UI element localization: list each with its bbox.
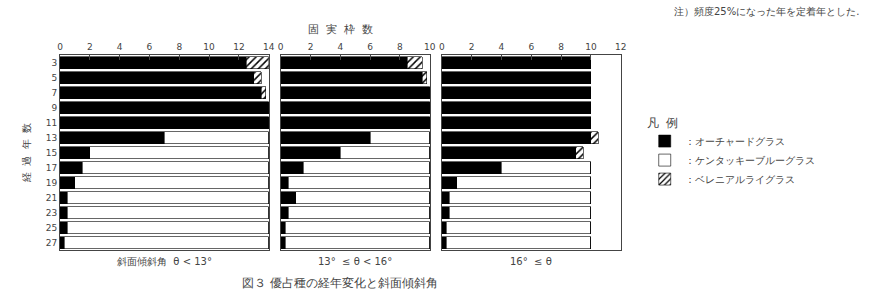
svg-text:2: 2 <box>308 42 314 52</box>
svg-text:5: 5 <box>51 73 57 83</box>
svg-text:斜面傾斜角 θ < 13°: 斜面傾斜角 θ < 13° <box>117 256 212 267</box>
svg-text:経 過 年 数: 経 過 年 数 <box>21 123 32 183</box>
svg-text:9: 9 <box>51 103 57 113</box>
svg-text:17: 17 <box>46 163 57 173</box>
svg-text:図３ 優占種の経年変化と斜面傾斜角: 図３ 優占種の経年変化と斜面傾斜角 <box>242 276 438 290</box>
svg-text:10: 10 <box>585 42 597 52</box>
svg-text:固 実 枠 数: 固 実 枠 数 <box>308 23 373 36</box>
svg-text:25: 25 <box>46 223 57 233</box>
svg-text:15: 15 <box>46 148 57 158</box>
svg-text:6: 6 <box>367 42 373 52</box>
svg-text:：ケンタッキーブルーグラス: ：ケンタッキーブルーグラス <box>685 155 815 166</box>
svg-text:6: 6 <box>528 42 534 52</box>
svg-text:7: 7 <box>51 88 57 98</box>
svg-text:8: 8 <box>176 42 182 52</box>
svg-text:23: 23 <box>46 208 57 218</box>
svg-text:13° ≤ θ < 16°: 13° ≤ θ < 16° <box>318 256 392 267</box>
svg-text:凡 例: 凡 例 <box>647 116 679 130</box>
svg-text:13: 13 <box>46 133 57 143</box>
svg-text:12: 12 <box>615 42 626 52</box>
svg-text:0: 0 <box>278 42 284 52</box>
svg-text:10: 10 <box>424 42 436 52</box>
svg-text:2: 2 <box>87 42 93 52</box>
svg-text:12: 12 <box>233 42 244 52</box>
svg-text:：ベレニアルライグラス: ：ベレニアルライグラス <box>685 174 795 185</box>
svg-text:0: 0 <box>57 42 63 52</box>
svg-text:11: 11 <box>46 118 57 128</box>
svg-text:注）頻度25%になった年を定着年とした.: 注）頻度25%になった年を定着年とした. <box>674 6 859 17</box>
svg-text:4: 4 <box>499 42 505 52</box>
svg-text:0: 0 <box>439 42 445 52</box>
svg-text:2: 2 <box>469 42 475 52</box>
svg-text:4: 4 <box>337 42 343 52</box>
svg-text:：オーチャードグラス: ：オーチャードグラス <box>685 136 785 147</box>
svg-text:14: 14 <box>263 42 275 52</box>
svg-text:10: 10 <box>203 42 215 52</box>
svg-text:3: 3 <box>51 58 57 68</box>
svg-text:8: 8 <box>397 42 403 52</box>
svg-text:21: 21 <box>46 193 57 203</box>
svg-text:6: 6 <box>147 42 153 52</box>
svg-text:19: 19 <box>46 178 58 188</box>
svg-text:27: 27 <box>46 238 57 248</box>
svg-text:4: 4 <box>117 42 123 52</box>
svg-text:16° ≤ θ: 16° ≤ θ <box>510 256 552 267</box>
svg-text:8: 8 <box>558 42 564 52</box>
